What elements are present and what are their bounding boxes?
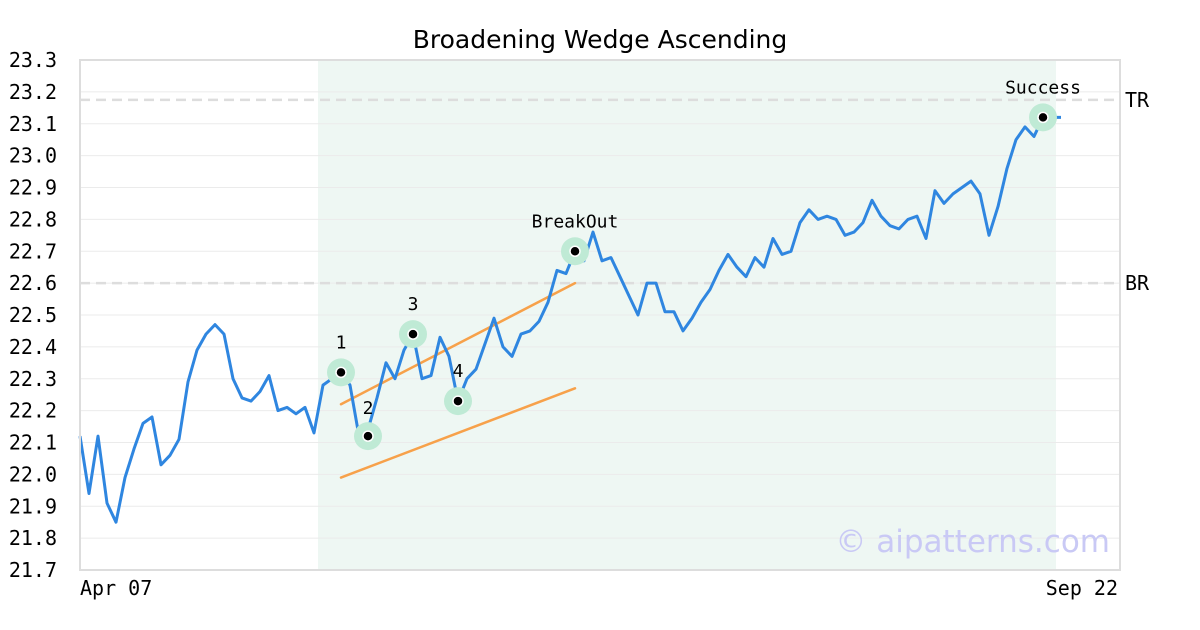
point-label-success: Success xyxy=(1005,77,1081,98)
y-tick-label: 21.7 xyxy=(9,558,57,582)
point-marker-breakout xyxy=(569,245,581,257)
point-marker-success xyxy=(1037,111,1049,124)
y-tick-label: 22.4 xyxy=(9,335,57,359)
point-marker-1 xyxy=(335,366,347,379)
level-lines: TR BR xyxy=(80,88,1150,295)
y-tick-label: 22.6 xyxy=(9,271,57,295)
point-marker-2 xyxy=(362,430,374,442)
y-tick-label: 22.8 xyxy=(9,207,57,231)
y-axis-ticks: 23.3 23.2 23.1 23.0 22.9 22.8 22.7 22.6 22.5 22.4… xyxy=(9,48,57,582)
point-label-breakout: BreakOut xyxy=(532,211,619,232)
y-tick-label: 23.2 xyxy=(9,80,57,104)
y-tick-label: 22.0 xyxy=(9,462,57,486)
point-label-2: 2 xyxy=(363,398,374,419)
chart-title: Broadening Wedge Ascending xyxy=(413,25,788,54)
level-label-tr: TR xyxy=(1125,88,1150,112)
x-tick-end: Sep 22 xyxy=(1046,576,1118,600)
point-label-3: 3 xyxy=(408,294,419,315)
y-tick-label: 22.3 xyxy=(9,367,57,391)
y-tick-label: 23.1 xyxy=(9,112,57,136)
y-tick-label: 22.2 xyxy=(9,399,57,423)
point-label-4: 4 xyxy=(453,361,464,382)
grid-lines xyxy=(80,59,1120,571)
point-marker-3 xyxy=(407,328,419,340)
y-tick-label: 23.3 xyxy=(9,48,57,72)
point-label-1: 1 xyxy=(336,332,347,353)
pattern-points: 1 2 3 4 BreakOut Success xyxy=(327,77,1081,451)
watermark: © aipatterns.com xyxy=(835,524,1110,560)
x-tick-start: Apr 07 xyxy=(80,576,152,600)
y-tick-label: 22.5 xyxy=(9,303,57,327)
y-tick-label: 21.8 xyxy=(9,526,57,550)
y-tick-label: 22.1 xyxy=(9,431,57,455)
level-label-br: BR xyxy=(1125,271,1150,295)
y-tick-label: 21.9 xyxy=(9,494,57,518)
point-marker-4 xyxy=(452,395,464,407)
trendline xyxy=(339,387,577,479)
plot-frame xyxy=(79,59,1121,571)
y-tick-label: 22.9 xyxy=(9,176,57,200)
y-tick-label: 22.7 xyxy=(9,239,57,263)
y-tick-label: 23.0 xyxy=(9,144,57,168)
